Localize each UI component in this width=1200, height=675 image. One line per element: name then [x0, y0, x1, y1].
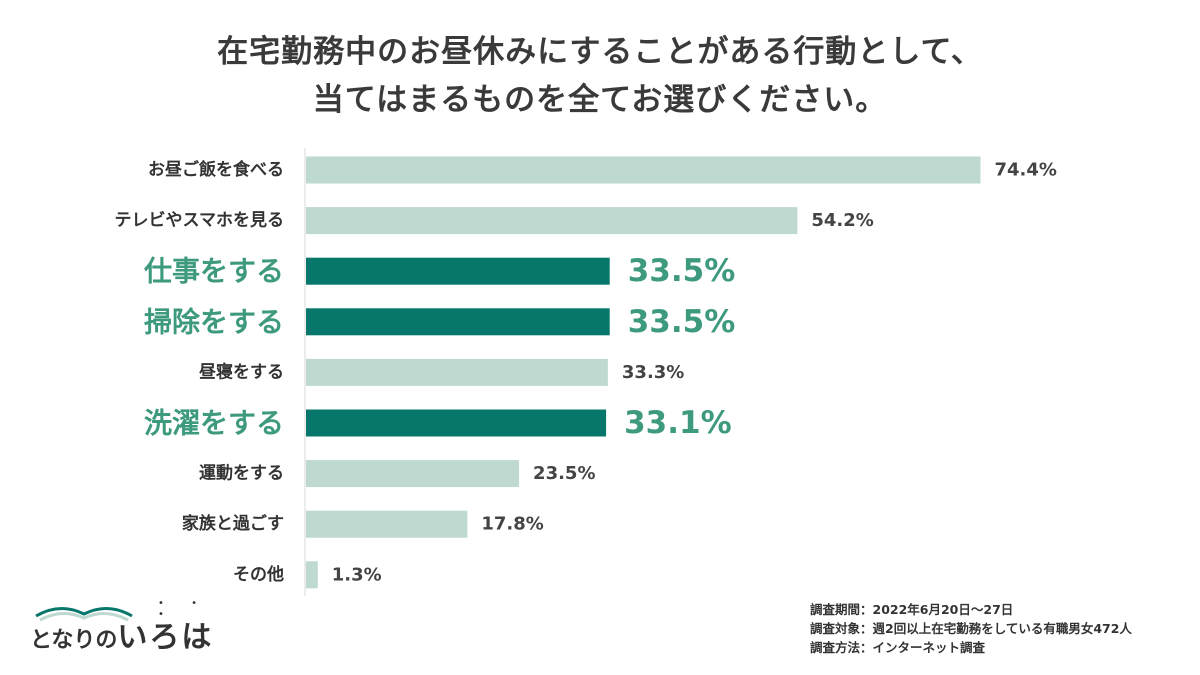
- category-label: 洗濯をする: [144, 407, 284, 440]
- category-label: テレビやスマホを見る: [115, 211, 285, 231]
- category-label: 仕事をする: [143, 255, 284, 288]
- logo-prefix: となりの: [30, 628, 118, 653]
- category-label: 家族と過ごす: [182, 513, 284, 534]
- title-line-2: 当てはまるものを全てお選びください。: [312, 82, 888, 118]
- value-label: 17.8%: [481, 514, 543, 535]
- value-label: 33.5%: [628, 304, 736, 340]
- bar: [306, 409, 607, 437]
- category-label: その他: [233, 564, 284, 585]
- bar: [306, 257, 610, 285]
- category-label: お昼ご飯を食べる: [148, 159, 284, 180]
- survey-method: 調査方法：インターネット調査: [810, 640, 986, 655]
- value-label: 1.3%: [332, 564, 382, 585]
- logo-dots: • • •: [158, 598, 209, 620]
- value-label: 33.3%: [622, 362, 684, 383]
- value-label: 54.2%: [811, 210, 873, 231]
- bar: [306, 156, 981, 184]
- book-icon: [35, 607, 133, 622]
- bar: [306, 358, 608, 386]
- value-label: 23.5%: [533, 463, 595, 484]
- logo-main: いろは: [117, 620, 214, 655]
- brand-logo: • • • となりのいろは: [30, 598, 211, 655]
- logo-text: となりのいろは: [30, 612, 213, 656]
- bar: [306, 561, 318, 589]
- bar: [306, 460, 520, 488]
- category-label: 運動をする: [199, 463, 284, 484]
- survey-target: 調査対象：週2回以上在宅勤務をしている有職男女472人: [810, 621, 1132, 636]
- category-label: 掃除をする: [144, 305, 284, 338]
- bar: [306, 207, 798, 235]
- chart-title: 在宅勤務中のお昼休みにすることがある行動として、 当てはまるものを全てお選びくだ…: [0, 28, 1200, 124]
- survey-period: 調査期間：2022年6月20日～27日: [810, 602, 1014, 617]
- bar: [306, 510, 468, 538]
- category-label: 昼寝をする: [199, 361, 284, 382]
- bar: [306, 308, 610, 336]
- survey-notes: 調査期間：2022年6月20日～27日 調査対象：週2回以上在宅勤務をしている有…: [810, 600, 1132, 657]
- value-label: 74.4%: [995, 160, 1057, 181]
- value-label: 33.5%: [628, 253, 736, 289]
- title-line-1: 在宅勤務中のお昼休みにすることがある行動として、: [217, 34, 983, 70]
- value-label: 33.1%: [624, 405, 732, 441]
